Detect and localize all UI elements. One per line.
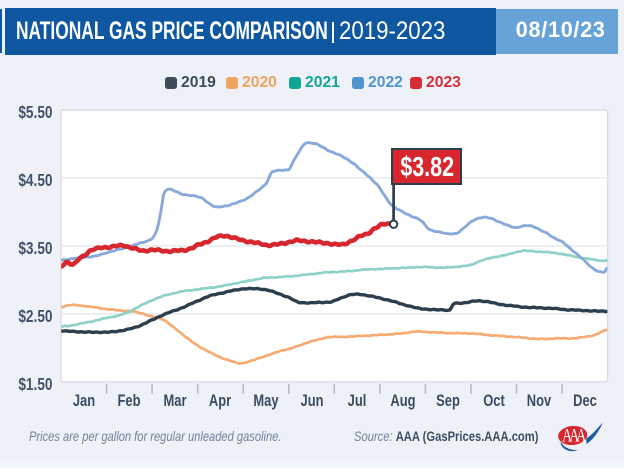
svg-text:AAA: AAA [562, 424, 586, 445]
